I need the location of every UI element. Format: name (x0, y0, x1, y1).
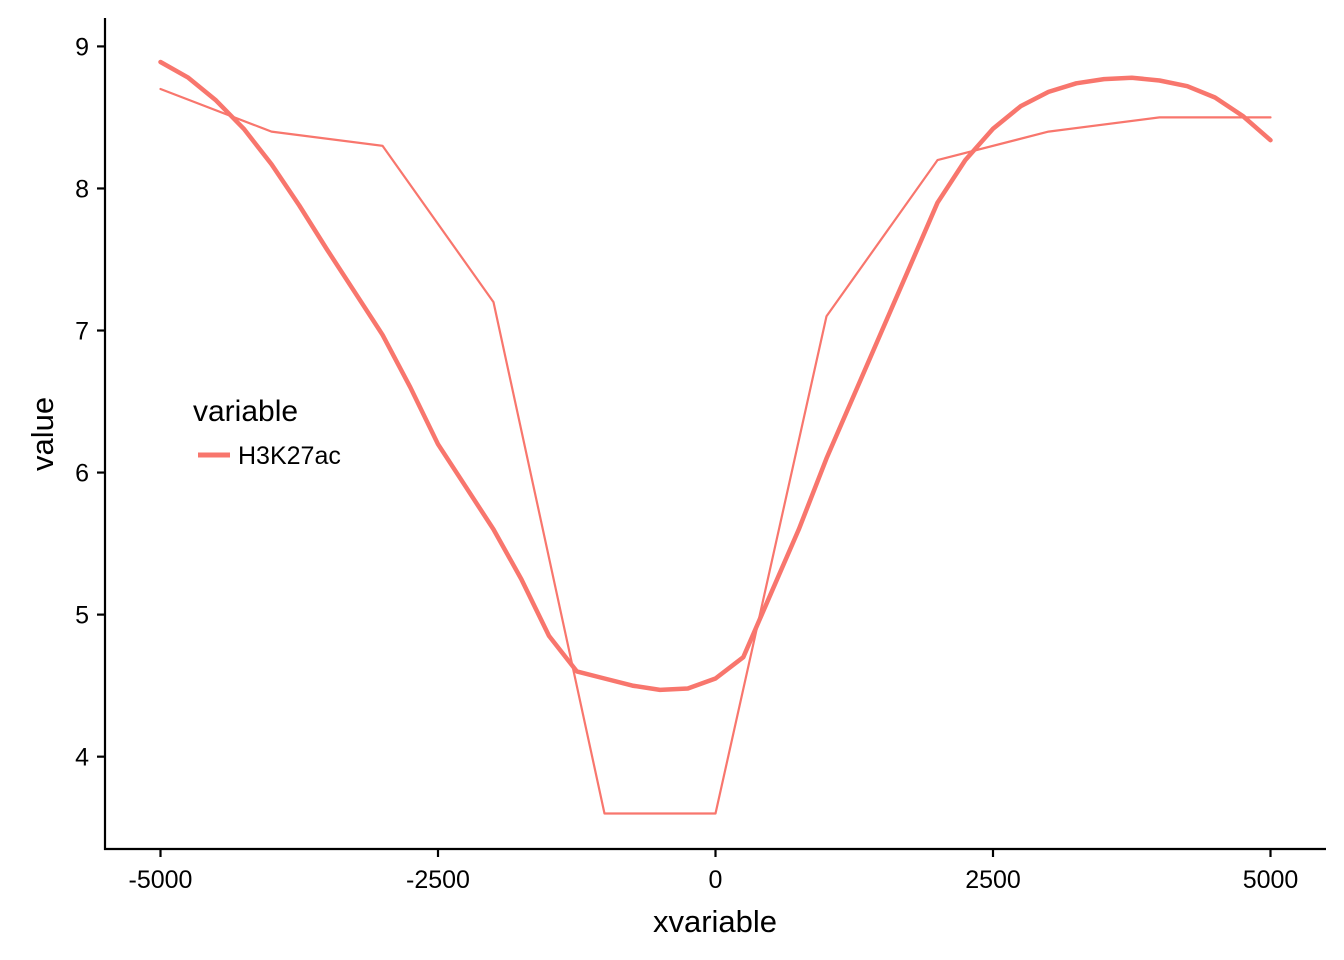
y-tick-label: 6 (75, 460, 89, 488)
x-tick-label: -2500 (406, 866, 470, 894)
x-tick-label: 2500 (965, 866, 1021, 894)
y-tick-label: 4 (75, 744, 89, 772)
x-tick-label: 0 (709, 866, 723, 894)
y-axis: 4 5 6 7 8 9 (75, 18, 107, 850)
series-line-h3k27ac (159, 87, 1272, 815)
plot-area (158, 59, 1273, 815)
legend-label-h3k27ac: H3K27ac (238, 442, 341, 470)
legend-title: variable (193, 395, 298, 428)
x-tick-label: 5000 (1243, 866, 1299, 894)
legend: variable H3K27ac (193, 395, 341, 470)
x-ticks: -5000 -2500 0 2500 5000 (129, 849, 1299, 894)
y-tick-label: 8 (75, 175, 89, 203)
y-tick-label: 5 (75, 602, 89, 630)
y-ticks: 4 5 6 7 8 9 (75, 33, 105, 772)
y-tick-label: 7 (75, 318, 89, 346)
series-line-h3k27ac-smooth (158, 59, 1273, 693)
y-axis-title: value (25, 397, 60, 471)
x-tick-label: -5000 (129, 866, 193, 894)
y-tick-label: 9 (75, 33, 89, 61)
x-axis-title: xvariable (653, 904, 777, 939)
x-axis: -5000 -2500 0 2500 5000 (104, 847, 1326, 894)
